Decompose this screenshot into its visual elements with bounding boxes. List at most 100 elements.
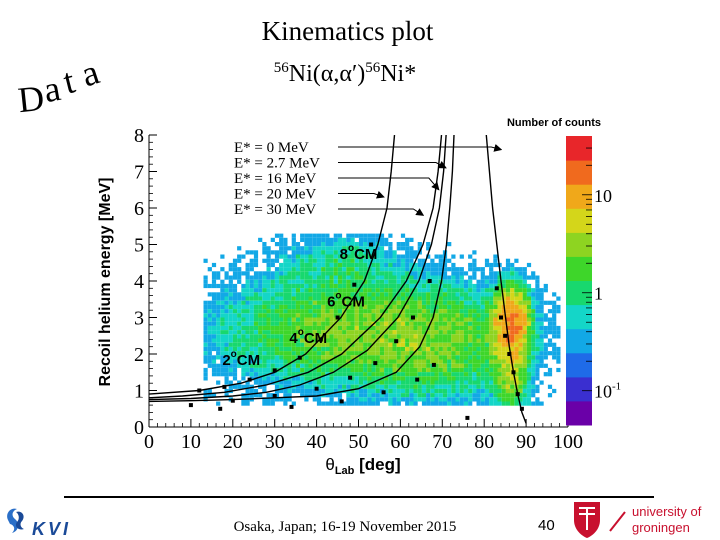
- heatmap-cell: [480, 330, 485, 335]
- heatmap-cell: [266, 258, 271, 263]
- heatmap-cell: [329, 296, 334, 301]
- heatmap-cell: [295, 346, 301, 352]
- heatmap-cell: [430, 292, 435, 297]
- heatmap-cell: [484, 393, 490, 398]
- heatmap-cell: [510, 401, 515, 406]
- heatmap-cell: [316, 367, 322, 373]
- heatmap-cell: [346, 367, 351, 373]
- kinematic-curve: [149, 135, 443, 399]
- heatmap-cell: [472, 359, 477, 364]
- heatmap-cell: [522, 384, 527, 389]
- heatmap-cell: [392, 254, 397, 259]
- heatmap-cell: [388, 267, 393, 272]
- heatmap-cell: [531, 288, 536, 293]
- heatmap-cell: [409, 288, 414, 293]
- heatmap-cell: [350, 321, 355, 326]
- heatmap-cell: [426, 330, 431, 335]
- heatmap-cell: [459, 317, 464, 322]
- heatmap-cell: [312, 317, 317, 322]
- heatmap-cell: [484, 325, 490, 331]
- heatmap-cell: [552, 351, 557, 356]
- heatmap-cell: [279, 246, 284, 251]
- heatmap-cell: [262, 309, 267, 314]
- heatmap-cell: [258, 338, 263, 343]
- heatmap-cell: [245, 262, 250, 268]
- heatmap-cell: [312, 250, 317, 255]
- heatmap-cell: [346, 346, 351, 352]
- heatmap-cell: [258, 288, 263, 293]
- heatmap-cell: [476, 342, 481, 347]
- heatmap-cell: [308, 304, 313, 310]
- y-tick-label: 5: [134, 235, 144, 257]
- heatmap-cell: [405, 367, 410, 373]
- heatmap-cell: [484, 330, 490, 335]
- heatmap-cell: [392, 258, 397, 263]
- heatmap-cell: [346, 267, 351, 272]
- heatmap-cell: [489, 296, 494, 301]
- heatmap-cell: [228, 338, 233, 343]
- heatmap-cell: [220, 321, 225, 326]
- heatmap-cell: [253, 279, 259, 284]
- heatmap-cell: [350, 388, 355, 394]
- heatmap-cell: [379, 321, 385, 326]
- heatmap-cell: [459, 342, 464, 347]
- heatmap-cell: [367, 304, 372, 310]
- heatmap-cell: [400, 262, 406, 268]
- heatmap-cell: [367, 288, 372, 293]
- heatmap-cell: [329, 304, 334, 310]
- heatmap-cell: [337, 393, 343, 398]
- heatmap-cell: [421, 288, 427, 293]
- heatmap-cell: [295, 313, 301, 318]
- heatmap-cell: [480, 367, 485, 373]
- heatmap-cell: [333, 359, 338, 364]
- heatmap-cell: [333, 296, 338, 301]
- heatmap-cell: [300, 292, 305, 297]
- heatmap-cell: [358, 393, 364, 398]
- heatmap-cell: [283, 342, 288, 347]
- heatmap-cell: [220, 309, 225, 314]
- heatmap-cell: [258, 300, 263, 305]
- heatmap-cell: [312, 393, 317, 398]
- heatmap-cell: [556, 351, 561, 356]
- kinematic-curve: [149, 135, 447, 401]
- heatmap-cell: [300, 254, 305, 259]
- heatmap-cell: [337, 237, 343, 242]
- heatmap-cell: [253, 275, 259, 280]
- heatmap-cell: [375, 300, 380, 305]
- heatmap-cell: [367, 296, 372, 301]
- heatmap-cell: [308, 296, 313, 301]
- heatmap-cell: [358, 237, 364, 242]
- heatmap-cell: [375, 376, 380, 381]
- heatmap-cell: [342, 275, 347, 280]
- heatmap-cell: [484, 296, 490, 301]
- heatmap-cell: [279, 296, 284, 301]
- heatmap-cell: [447, 304, 452, 310]
- heatmap-cell: [249, 355, 254, 360]
- heatmap-cell: [468, 279, 473, 284]
- heatmap-cell: [249, 279, 254, 284]
- heatmap-cell: [304, 388, 309, 394]
- heatmap-cell: [497, 334, 502, 339]
- heatmap-cell: [459, 367, 464, 373]
- heatmap-cell: [484, 288, 490, 293]
- heatmap-cell: [459, 380, 464, 385]
- heatmap-cell: [426, 242, 431, 247]
- heatmap-cell: [253, 292, 259, 297]
- heatmap-cell: [430, 325, 435, 331]
- heatmap-cell: [279, 250, 284, 255]
- heatmap-cell: [388, 388, 393, 394]
- heatmap-cell: [245, 380, 250, 385]
- heatmap-cell: [396, 355, 401, 360]
- heatmap-cell: [333, 372, 338, 377]
- heatmap-cell: [253, 363, 259, 368]
- heatmap-cell: [253, 334, 259, 339]
- heatmap-cell: [203, 367, 208, 373]
- heatmap-cell: [237, 313, 242, 318]
- heatmap-cell: [451, 254, 456, 259]
- heatmap-cell: [497, 342, 502, 347]
- heatmap-cell: [535, 321, 540, 326]
- heatmap-cell: [430, 296, 435, 301]
- heatmap-cell: [472, 292, 477, 297]
- heatmap-cell: [329, 401, 334, 406]
- heatmap-cell: [430, 338, 435, 343]
